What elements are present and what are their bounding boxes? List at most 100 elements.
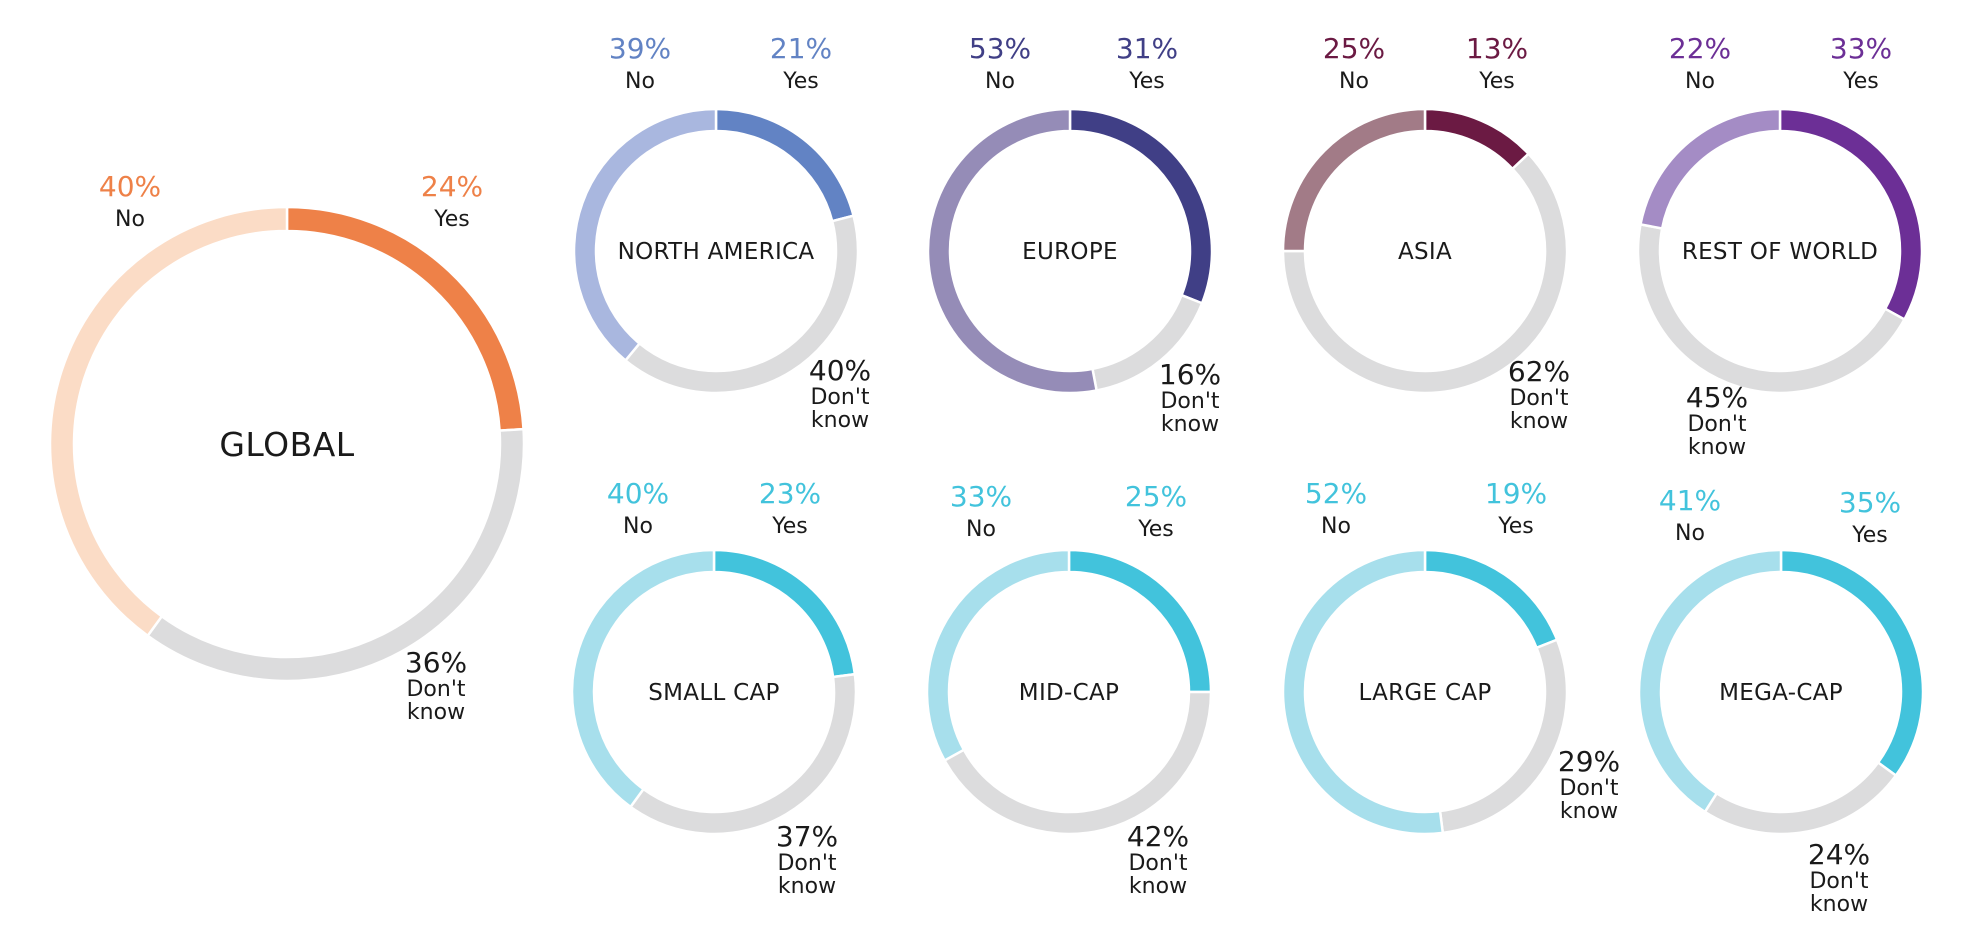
chart-title: MEGA-CAP: [1719, 680, 1843, 706]
dont-know-label-line1: Don't: [406, 677, 465, 702]
dont-know-label-line2: know: [407, 700, 465, 725]
no-label: No: [623, 514, 653, 539]
dont-know-label-line2: know: [1810, 892, 1868, 917]
dont-know-label-line2: know: [1688, 435, 1746, 460]
yes-label: Yes: [1478, 69, 1515, 94]
yes-percent-label: 23%: [759, 477, 821, 510]
dont-know-label-line2: know: [778, 874, 836, 899]
yes-label: Yes: [1137, 517, 1174, 542]
dont-know-label-line1: Don't: [1809, 869, 1868, 894]
chart-title: ASIA: [1398, 239, 1452, 265]
dont-know-segment: [1438, 638, 1569, 835]
yes-label: Yes: [1851, 523, 1888, 548]
dont-know-percent-label: 37%: [776, 820, 838, 853]
dont-know-label-line1: Don't: [810, 385, 869, 410]
dont-know-percent-label: 36%: [405, 646, 467, 679]
no-segment: [1281, 107, 1427, 253]
dont-know-percent-label: 16%: [1159, 358, 1221, 391]
no-segment: [925, 548, 1071, 763]
no-segment: [926, 107, 1099, 395]
dont-know-percent-label: 40%: [809, 354, 871, 387]
dont-know-label-line2: know: [811, 408, 869, 433]
yes-segment: [1423, 107, 1531, 171]
yes-percent-label: 25%: [1125, 480, 1187, 513]
dont-know-label-line1: Don't: [777, 851, 836, 876]
dont-know-label-line1: Don't: [1509, 386, 1568, 411]
dont-know-percent-label: 24%: [1808, 838, 1870, 871]
dont-know-label-line2: know: [1161, 412, 1219, 437]
dont-know-label-line1: Don't: [1559, 776, 1618, 801]
no-label: No: [1321, 514, 1351, 539]
yes-label: Yes: [771, 514, 808, 539]
dont-know-label-line2: know: [1560, 799, 1618, 824]
dont-know-label-line2: know: [1510, 409, 1568, 434]
no-percent-label: 39%: [609, 32, 671, 65]
chart-title: NORTH AMERICA: [618, 239, 815, 265]
chart-title: EUROPE: [1022, 239, 1118, 265]
dont-know-label-line1: Don't: [1687, 412, 1746, 437]
no-segment: [572, 107, 718, 363]
no-segment: [570, 548, 716, 809]
no-label: No: [985, 69, 1015, 94]
yes-segment: [285, 205, 525, 432]
no-percent-label: 41%: [1659, 484, 1721, 517]
yes-label: Yes: [782, 69, 819, 94]
dont-know-segment: [1703, 760, 1898, 836]
no-segment: [1639, 107, 1782, 230]
yes-percent-label: 24%: [421, 170, 483, 203]
yes-segment: [712, 548, 857, 679]
no-label: No: [1675, 521, 1705, 546]
no-segment: [48, 205, 289, 638]
yes-percent-label: 13%: [1466, 32, 1528, 65]
dont-know-label-line1: Don't: [1160, 389, 1219, 414]
yes-percent-label: 31%: [1116, 32, 1178, 65]
dont-know-percent-label: 45%: [1686, 381, 1748, 414]
yes-segment: [714, 107, 856, 223]
dont-know-percent-label: 62%: [1508, 355, 1570, 388]
chart-title: SMALL CAP: [648, 680, 779, 706]
dont-know-label-line1: Don't: [1128, 851, 1187, 876]
no-percent-label: 25%: [1323, 32, 1385, 65]
dont-know-label-line2: know: [1129, 874, 1187, 899]
chart-title: GLOBAL: [219, 425, 354, 464]
no-label: No: [115, 207, 145, 232]
no-segment: [1281, 548, 1445, 836]
dont-know-segment: [942, 690, 1213, 836]
no-percent-label: 40%: [99, 170, 161, 203]
no-label: No: [625, 69, 655, 94]
no-percent-label: 33%: [950, 480, 1012, 513]
yes-percent-label: 19%: [1485, 477, 1547, 510]
no-label: No: [1339, 69, 1369, 94]
no-percent-label: 40%: [607, 477, 669, 510]
yes-label: Yes: [1128, 69, 1165, 94]
dont-know-percent-label: 42%: [1127, 820, 1189, 853]
yes-segment: [1778, 107, 1924, 322]
chart-title: LARGE CAP: [1358, 680, 1491, 706]
no-label: No: [1685, 69, 1715, 94]
yes-segment: [1779, 548, 1925, 778]
yes-label: Yes: [1842, 69, 1879, 94]
chart-title: REST OF WORLD: [1682, 239, 1878, 265]
dont-know-percent-label: 29%: [1558, 745, 1620, 778]
yes-label: Yes: [1497, 514, 1534, 539]
no-label: No: [966, 517, 996, 542]
yes-segment: [1068, 107, 1214, 305]
no-percent-label: 53%: [969, 32, 1031, 65]
yes-segment: [1423, 548, 1559, 650]
no-percent-label: 22%: [1669, 32, 1731, 65]
yes-segment: [1067, 548, 1213, 694]
yes-percent-label: 33%: [1830, 32, 1892, 65]
no-percent-label: 52%: [1305, 477, 1367, 510]
chart-title: MID-CAP: [1019, 680, 1119, 706]
no-segment: [1637, 548, 1783, 814]
